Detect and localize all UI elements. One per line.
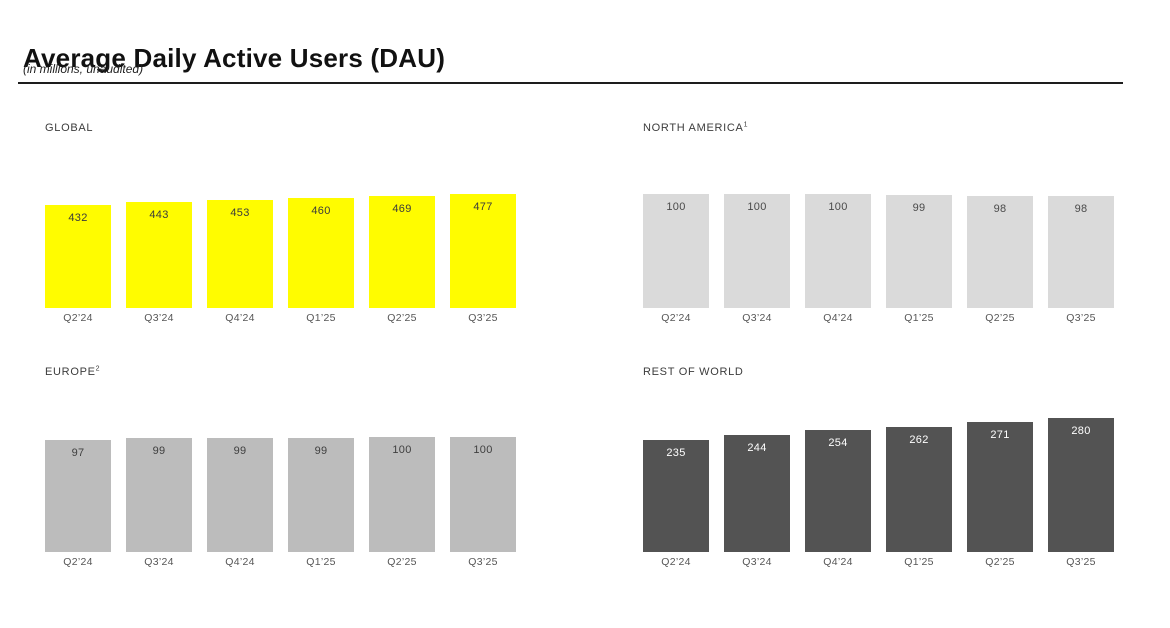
bar: 271 (967, 422, 1033, 552)
chart-title: GLOBAL (45, 122, 94, 134)
bar-value-label: 262 (909, 434, 929, 446)
bar-value-label: 100 (473, 444, 493, 456)
page-title: Average Daily Active Users (DAU) (23, 43, 446, 74)
bars-group: 97 99 99 99 100 100 (45, 437, 516, 552)
x-tick-label: Q2’25 (985, 556, 1015, 568)
bar: 100 (369, 437, 435, 552)
x-tick-label: Q3’25 (468, 556, 498, 568)
bar-value-label: 98 (993, 203, 1007, 215)
x-tick-label: Q1’25 (306, 556, 336, 568)
bar: 460 (288, 198, 354, 308)
x-tick-label: Q3’24 (742, 312, 772, 324)
chart-title: EUROPE2 (45, 365, 101, 378)
bar-value-label: 280 (1071, 425, 1091, 437)
bar: 453 (207, 200, 273, 308)
x-tick-label: Q4’24 (225, 556, 255, 568)
x-tick-label: Q2’24 (63, 556, 93, 568)
bar: 244 (724, 435, 790, 552)
chart-north-america: NORTH AMERICA1 100 100 100 99 98 98 Q2’24 Q3’2… (643, 121, 1114, 334)
x-axis-labels: Q2’24 Q3’24 Q4’24 Q1’25 Q2’25 Q3’25 (45, 312, 516, 324)
bar-value-label: 100 (747, 201, 767, 213)
bar: 99 (126, 438, 192, 552)
bar: 99 (207, 438, 273, 552)
x-tick-label: Q3’24 (144, 312, 174, 324)
x-axis-labels: Q2’24 Q3’24 Q4’24 Q1’25 Q2’25 Q3’25 (643, 556, 1114, 568)
x-tick-label: Q1’25 (306, 312, 336, 324)
bar: 235 (643, 440, 709, 552)
x-tick-label: Q2’24 (661, 556, 691, 568)
bar: 262 (886, 427, 952, 552)
chart-rest-of-world: REST OF WORLD 235 244 254 262 271 280 Q2’24 Q3… (643, 366, 1114, 578)
bar: 98 (967, 196, 1033, 308)
bar-value-label: 99 (912, 202, 926, 214)
bar: 100 (805, 194, 871, 308)
x-tick-label: Q3’25 (1066, 312, 1096, 324)
bar: 477 (450, 194, 516, 308)
bar: 99 (886, 195, 952, 308)
bar: 97 (45, 440, 111, 552)
bar-value-label: 244 (747, 442, 767, 454)
bar-value-label: 99 (233, 445, 247, 457)
bars-group: 235 244 254 262 271 280 (643, 418, 1114, 552)
x-axis-labels: Q2’24 Q3’24 Q4’24 Q1’25 Q2’25 Q3’25 (643, 312, 1114, 324)
bar: 100 (643, 194, 709, 308)
bar-value-label: 460 (311, 205, 331, 217)
x-tick-label: Q3’24 (742, 556, 772, 568)
bar-value-label: 453 (230, 207, 250, 219)
header-divider (18, 82, 1123, 84)
bar: 99 (288, 438, 354, 552)
chart-title: REST OF WORLD (643, 366, 744, 378)
bar: 254 (805, 430, 871, 552)
page-subtitle: (in millions, unaudited) (23, 62, 144, 76)
bar: 469 (369, 196, 435, 308)
bar-value-label: 254 (828, 437, 848, 449)
x-tick-label: Q3’25 (1066, 556, 1096, 568)
bar: 100 (724, 194, 790, 308)
bars-group: 100 100 100 99 98 98 (643, 194, 1114, 308)
bar-value-label: 99 (314, 445, 328, 457)
chart-global: GLOBAL 432 443 453 460 469 477 Q2’24 Q3’24 Q4’2… (45, 122, 516, 334)
bar-value-label: 100 (828, 201, 848, 213)
x-axis-labels: Q2’24 Q3’24 Q4’24 Q1’25 Q2’25 Q3’25 (45, 556, 516, 568)
bar-value-label: 432 (68, 212, 88, 224)
x-tick-label: Q3’24 (144, 556, 174, 568)
bar-value-label: 100 (392, 444, 412, 456)
x-tick-label: Q2’25 (985, 312, 1015, 324)
bar-value-label: 98 (1074, 203, 1088, 215)
x-tick-label: Q1’25 (904, 312, 934, 324)
x-tick-label: Q2’24 (661, 312, 691, 324)
bar-value-label: 235 (666, 447, 686, 459)
x-tick-label: Q3’25 (468, 312, 498, 324)
bar-value-label: 477 (473, 201, 493, 213)
x-tick-label: Q1’25 (904, 556, 934, 568)
bar: 443 (126, 202, 192, 308)
bar: 100 (450, 437, 516, 552)
x-tick-label: Q2’25 (387, 556, 417, 568)
bar-value-label: 271 (990, 429, 1010, 441)
x-tick-label: Q4’24 (823, 312, 853, 324)
chart-europe: EUROPE2 97 99 99 99 100 100 Q2’24 Q3’24 Q4’24 Q1… (45, 365, 516, 578)
x-tick-label: Q2’24 (63, 312, 93, 324)
x-tick-label: Q4’24 (823, 556, 853, 568)
bar-value-label: 97 (71, 447, 85, 459)
bar-value-label: 99 (152, 445, 166, 457)
bar: 432 (45, 205, 111, 308)
bar: 280 (1048, 418, 1114, 552)
x-tick-label: Q4’24 (225, 312, 255, 324)
bar-value-label: 443 (149, 209, 169, 221)
bars-group: 432 443 453 460 469 477 (45, 194, 516, 308)
bar: 98 (1048, 196, 1114, 308)
x-tick-label: Q2’25 (387, 312, 417, 324)
chart-title: NORTH AMERICA1 (643, 121, 749, 134)
bar-value-label: 100 (666, 201, 686, 213)
bar-value-label: 469 (392, 203, 412, 215)
